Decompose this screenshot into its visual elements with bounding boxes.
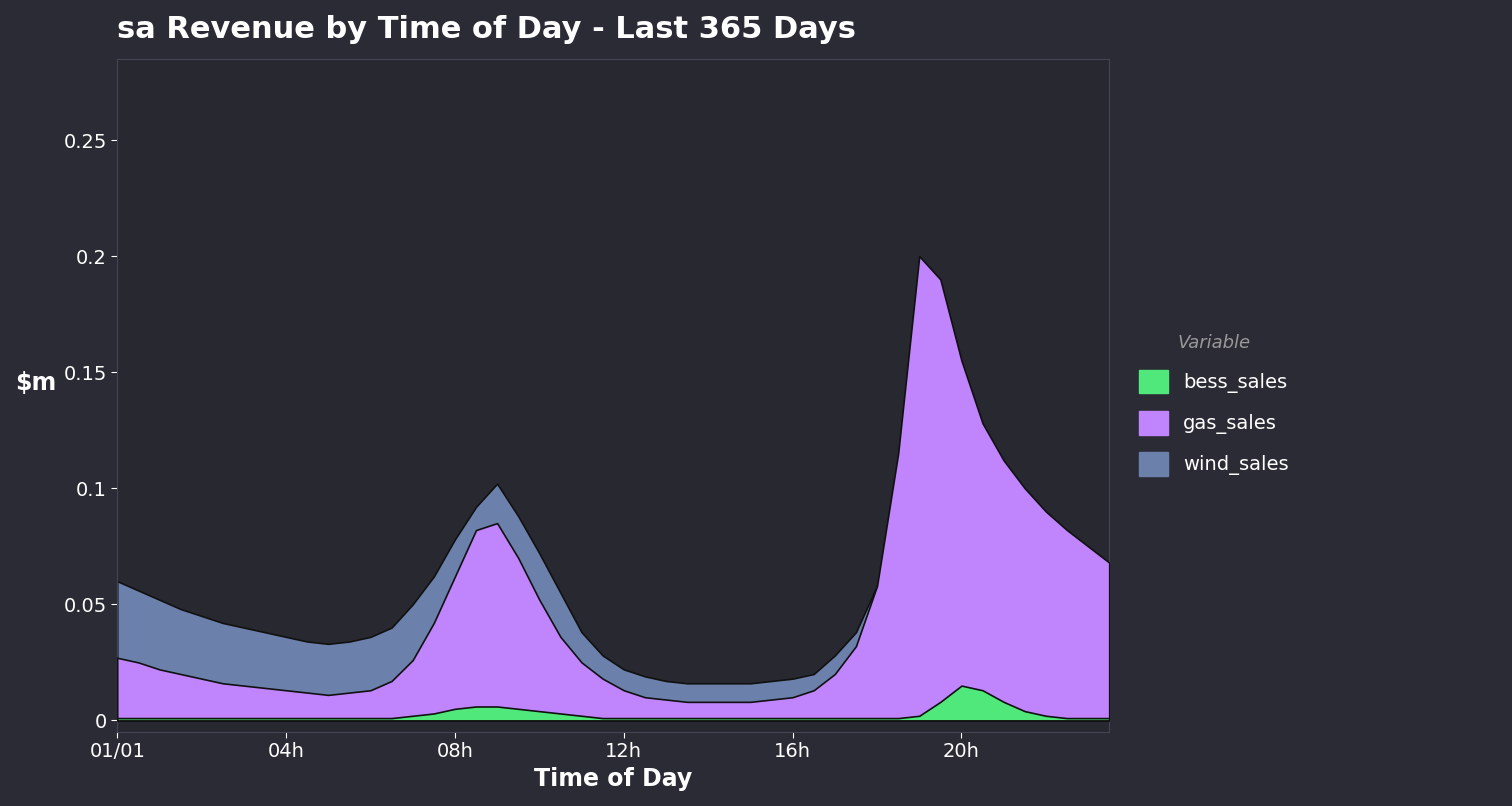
Legend: bess_sales, gas_sales, wind_sales: bess_sales, gas_sales, wind_sales (1129, 324, 1299, 485)
Text: sa Revenue by Time of Day - Last 365 Days: sa Revenue by Time of Day - Last 365 Day… (118, 15, 856, 44)
X-axis label: Time of Day: Time of Day (534, 767, 692, 791)
Y-axis label: $m: $m (15, 372, 56, 396)
